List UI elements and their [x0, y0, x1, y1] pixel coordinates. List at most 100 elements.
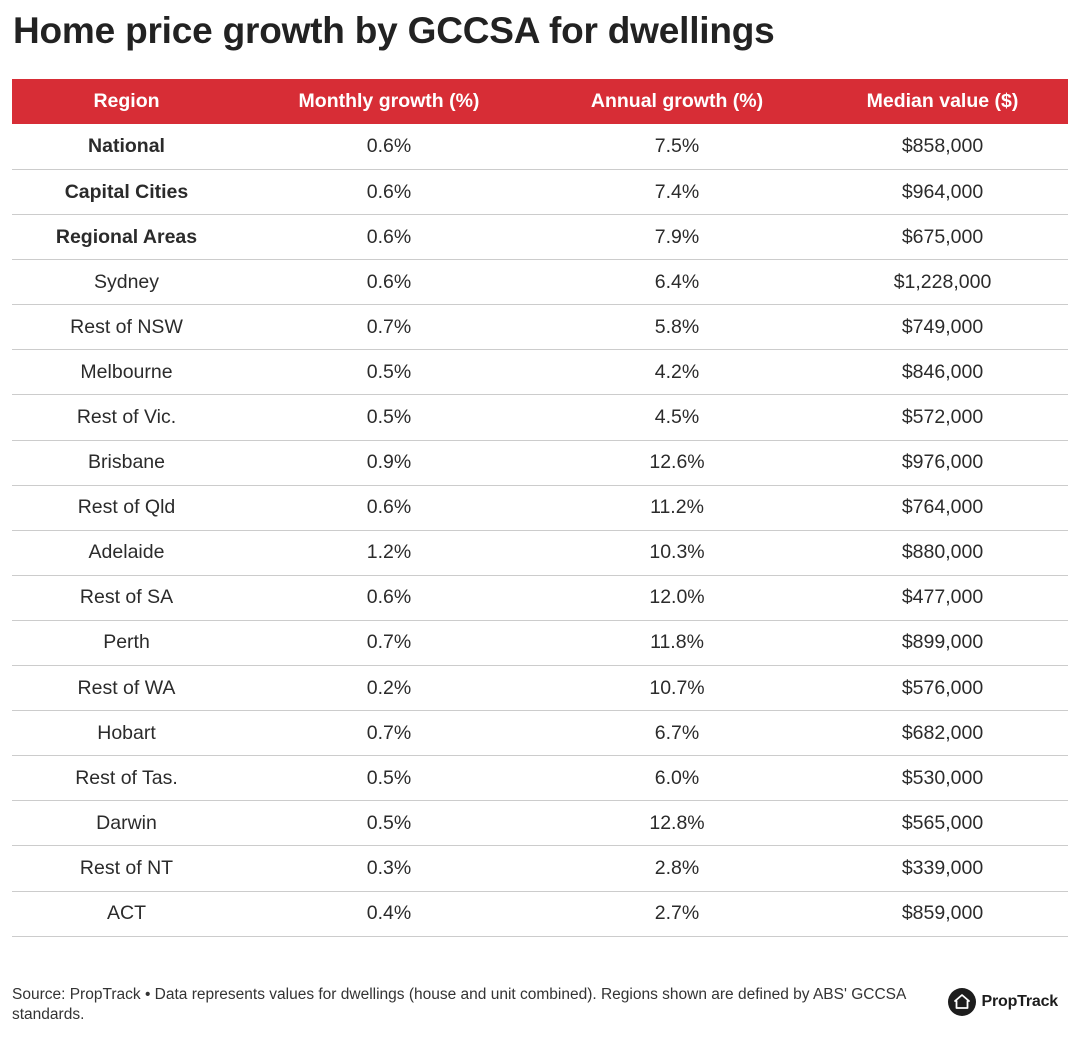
cell-monthly-growth: 0.5%: [366, 406, 412, 429]
cell-annual-growth: 2.7%: [654, 902, 700, 925]
cell-region: Rest of WA: [77, 676, 176, 699]
cell-monthly-growth: 0.7%: [366, 631, 412, 654]
cell-region: Rest of NSW: [70, 315, 183, 338]
cell-monthly-growth: 0.5%: [366, 360, 412, 383]
cell-median-value: $339,000: [901, 856, 984, 879]
brand-name: PropTrack: [981, 993, 1059, 1010]
cell-annual-growth: 12.6%: [649, 451, 705, 474]
cell-annual-growth: 12.0%: [649, 586, 705, 609]
cell-median-value: $675,000: [901, 225, 984, 248]
cell-annual-growth: 7.5%: [654, 135, 700, 157]
cell-annual-growth: 5.8%: [654, 315, 700, 338]
cell-region: Perth: [103, 631, 150, 654]
cell-median-value: $858,000: [901, 135, 984, 157]
cell-annual-growth: 10.7%: [649, 676, 705, 699]
cell-monthly-growth: 0.5%: [366, 766, 412, 789]
cell-monthly-growth: 0.5%: [366, 811, 412, 834]
table-row: Capital Cities 0.6% 7.4% $964,000: [12, 170, 1068, 216]
table-row: Regional Areas 0.6% 7.9% $675,000: [12, 215, 1068, 261]
cell-monthly-growth: 1.2%: [366, 541, 412, 564]
cell-region: ACT: [107, 902, 146, 925]
cell-region: Capital Cities: [64, 180, 189, 203]
cell-annual-growth: 10.3%: [649, 541, 705, 564]
table-row: Rest of NSW 0.7% 5.8% $749,000: [12, 305, 1068, 351]
cell-region: Melbourne: [80, 360, 173, 383]
table-row: Rest of SA 0.6% 12.0% $477,000: [12, 576, 1068, 621]
table-row: Sydney 0.6% 6.4% $1,228,000: [12, 260, 1068, 306]
cell-annual-growth: 6.4%: [654, 270, 700, 293]
cell-region: Rest of Tas.: [75, 766, 178, 789]
cell-median-value: $477,000: [901, 586, 984, 609]
cell-monthly-growth: 0.6%: [366, 496, 412, 519]
page-title: Home price growth by GCCSA for dwellings: [13, 10, 775, 51]
cell-annual-growth: 12.8%: [649, 811, 705, 834]
table-row: Darwin 0.5% 12.8% $565,000: [12, 801, 1068, 847]
cell-median-value: $572,000: [901, 406, 984, 429]
data-table: Region Monthly growth (%) Annual growth …: [12, 79, 1068, 937]
house-icon: [947, 988, 976, 1016]
column-header-monthly-growth: Monthly growth (%): [298, 90, 480, 112]
cell-monthly-growth: 0.7%: [366, 721, 412, 744]
cell-annual-growth: 4.5%: [654, 406, 700, 429]
cell-region: Sydney: [93, 270, 160, 293]
cell-median-value: $859,000: [901, 902, 984, 925]
cell-monthly-growth: 0.6%: [366, 180, 412, 203]
column-header-median-value: Median value ($): [866, 90, 1019, 112]
cell-region: Brisbane: [88, 451, 165, 474]
cell-median-value: $1,228,000: [893, 270, 992, 293]
cell-median-value: $964,000: [901, 180, 984, 203]
table-row: Rest of Qld 0.6% 11.2% $764,000: [12, 486, 1068, 531]
cell-median-value: $565,000: [901, 811, 984, 834]
cell-median-value: $764,000: [901, 496, 984, 519]
column-header-annual-growth: Annual growth (%): [590, 90, 764, 112]
proptrack-logo: PropTrack: [947, 988, 1059, 1016]
cell-region: Rest of Qld: [77, 496, 176, 519]
cell-monthly-growth: 0.4%: [366, 902, 412, 925]
cell-median-value: $682,000: [901, 721, 984, 744]
table-row: National 0.6% 7.5% $858,000: [12, 124, 1068, 170]
cell-region: Darwin: [96, 811, 157, 834]
cell-median-value: $846,000: [901, 360, 984, 383]
cell-region: National: [88, 135, 165, 157]
cell-region: Rest of NT: [79, 856, 174, 879]
cell-monthly-growth: 0.6%: [366, 270, 412, 293]
cell-annual-growth: 11.2%: [650, 496, 704, 519]
column-header-region: Region: [93, 90, 160, 112]
cell-region: Rest of SA: [79, 586, 174, 609]
cell-monthly-growth: 0.6%: [366, 135, 412, 157]
table-row: Perth 0.7% 11.8% $899,000: [12, 621, 1068, 667]
cell-median-value: $576,000: [901, 676, 984, 699]
table-row: Rest of Vic. 0.5% 4.5% $572,000: [12, 395, 1068, 441]
cell-monthly-growth: 0.6%: [366, 225, 412, 248]
cell-annual-growth: 4.2%: [654, 360, 700, 383]
table-row: Rest of NT 0.3% 2.8% $339,000: [12, 846, 1068, 892]
cell-region: Rest of Vic.: [76, 406, 177, 429]
table-row: Melbourne 0.5% 4.2% $846,000: [12, 350, 1068, 396]
table-row: Adelaide 1.2% 10.3% $880,000: [12, 531, 1068, 576]
cell-region: Regional Areas: [55, 225, 198, 248]
cell-monthly-growth: 0.7%: [366, 315, 412, 338]
table-row: Rest of WA 0.2% 10.7% $576,000: [12, 666, 1068, 712]
cell-annual-growth: 7.9%: [654, 225, 700, 248]
table-header: Region Monthly growth (%) Annual growth …: [12, 79, 1068, 124]
cell-annual-growth: 7.4%: [654, 180, 700, 203]
cell-monthly-growth: 0.6%: [366, 586, 412, 609]
cell-monthly-growth: 0.9%: [366, 451, 412, 474]
cell-annual-growth: 2.8%: [654, 856, 700, 879]
cell-region: Adelaide: [88, 541, 165, 564]
cell-median-value: $530,000: [901, 766, 984, 789]
cell-monthly-growth: 0.2%: [366, 676, 412, 699]
cell-monthly-growth: 0.3%: [366, 856, 412, 879]
table-row: Brisbane 0.9% 12.6% $976,000: [12, 441, 1068, 486]
cell-median-value: $749,000: [901, 315, 984, 338]
cell-median-value: $899,000: [901, 631, 984, 654]
cell-median-value: $880,000: [901, 541, 984, 564]
source-note: Source: PropTrack • Data represents valu…: [12, 986, 906, 1023]
table-body: National 0.6% 7.5% $858,000 Capital Cities 0.…: [12, 124, 1068, 937]
cell-annual-growth: 11.8%: [650, 631, 704, 654]
table-row: Hobart 0.7% 6.7% $682,000: [12, 711, 1068, 757]
cell-median-value: $976,000: [901, 451, 984, 474]
table-row: ACT 0.4% 2.7% $859,000: [12, 892, 1068, 937]
table-row: Rest of Tas. 0.5% 6.0% $530,000: [12, 756, 1068, 802]
cell-annual-growth: 6.0%: [654, 766, 700, 789]
